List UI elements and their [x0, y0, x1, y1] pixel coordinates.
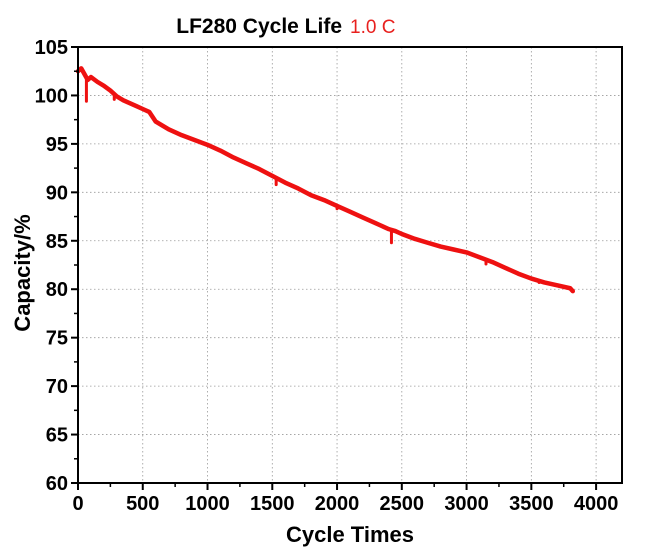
data-point: [218, 148, 223, 153]
data-point: [570, 289, 575, 293]
data-point: [412, 237, 417, 241]
data-point: [102, 83, 106, 88]
data-point: [425, 240, 430, 245]
chart-title: LF280 Cycle Life: [176, 15, 342, 38]
data-point: [134, 104, 139, 108]
data-point: [393, 229, 398, 233]
data-point: [108, 88, 113, 93]
data-point: [192, 138, 197, 142]
data-point: [89, 75, 93, 79]
y-axis-label: Capacity/%: [10, 214, 35, 331]
data-point: [438, 244, 443, 249]
y-tick-label: 85: [46, 231, 68, 253]
y-tick-labels: 60 65 70 75 80 85 90 95 100 105: [35, 37, 68, 495]
y-tick-label: 70: [46, 376, 68, 398]
data-point: [79, 66, 84, 71]
data-point: [231, 155, 236, 160]
data-point: [309, 193, 313, 198]
x-tick-label: 3500: [509, 493, 554, 515]
x-tick-label: 2000: [315, 493, 360, 515]
y-tick-label: 65: [46, 425, 68, 447]
data-point: [374, 221, 378, 226]
data-point: [555, 283, 560, 288]
data-point: [205, 143, 210, 147]
x-tick-label: 3000: [444, 493, 489, 515]
data-point: [568, 286, 572, 291]
y-tick-label: 105: [35, 37, 68, 59]
series-line: [75, 66, 576, 294]
x-tick-label: 500: [126, 493, 159, 515]
x-tick-label: 2500: [380, 493, 425, 515]
y-tick-label: 90: [46, 182, 68, 204]
x-tick-label: 4000: [574, 493, 619, 515]
data-point: [387, 227, 391, 231]
data-point: [529, 276, 534, 281]
x-tick-label: 1000: [185, 493, 230, 515]
data-point: [361, 215, 365, 220]
data-layer: [75, 66, 576, 294]
data-point: [516, 271, 521, 276]
y-tick-label: 80: [46, 279, 68, 301]
data-point: [296, 186, 300, 191]
data-point: [115, 94, 119, 99]
data-point: [490, 260, 495, 264]
data-point: [503, 266, 508, 270]
y-tick-label: 100: [35, 85, 68, 107]
data-point: [542, 280, 547, 285]
data-point: [400, 232, 404, 236]
y-tick-label: 95: [46, 134, 68, 156]
data-point: [270, 174, 275, 178]
data-point: [322, 198, 326, 202]
x-tick-label: 0: [72, 493, 83, 515]
x-tick-labels: 0 500 1000 1500 2000 2500 3000 3500 4000: [72, 493, 618, 515]
data-point: [121, 98, 126, 103]
x-tick-label: 1500: [250, 493, 295, 515]
data-point: [153, 119, 158, 124]
grid: [78, 47, 622, 483]
data-point: [166, 127, 171, 132]
data-point: [244, 161, 249, 166]
axis-ticks: [71, 46, 598, 490]
data-point: [348, 209, 352, 214]
data-point: [147, 110, 152, 114]
data-point: [477, 255, 482, 260]
data-point: [179, 133, 184, 137]
data-point: [95, 80, 100, 84]
data-point: [283, 180, 288, 185]
chart-subtitle: 1.0 C: [350, 17, 395, 38]
data-point: [451, 247, 456, 252]
y-tick-label: 75: [46, 328, 68, 350]
data-point: [82, 72, 87, 76]
data-point: [128, 101, 132, 105]
data-point: [257, 167, 262, 171]
data-point: [464, 250, 469, 255]
data-point: [140, 107, 145, 111]
y-tick-label: 60: [46, 473, 68, 495]
plot-frame: [77, 46, 623, 484]
x-axis-label: Cycle Times: [286, 522, 414, 547]
